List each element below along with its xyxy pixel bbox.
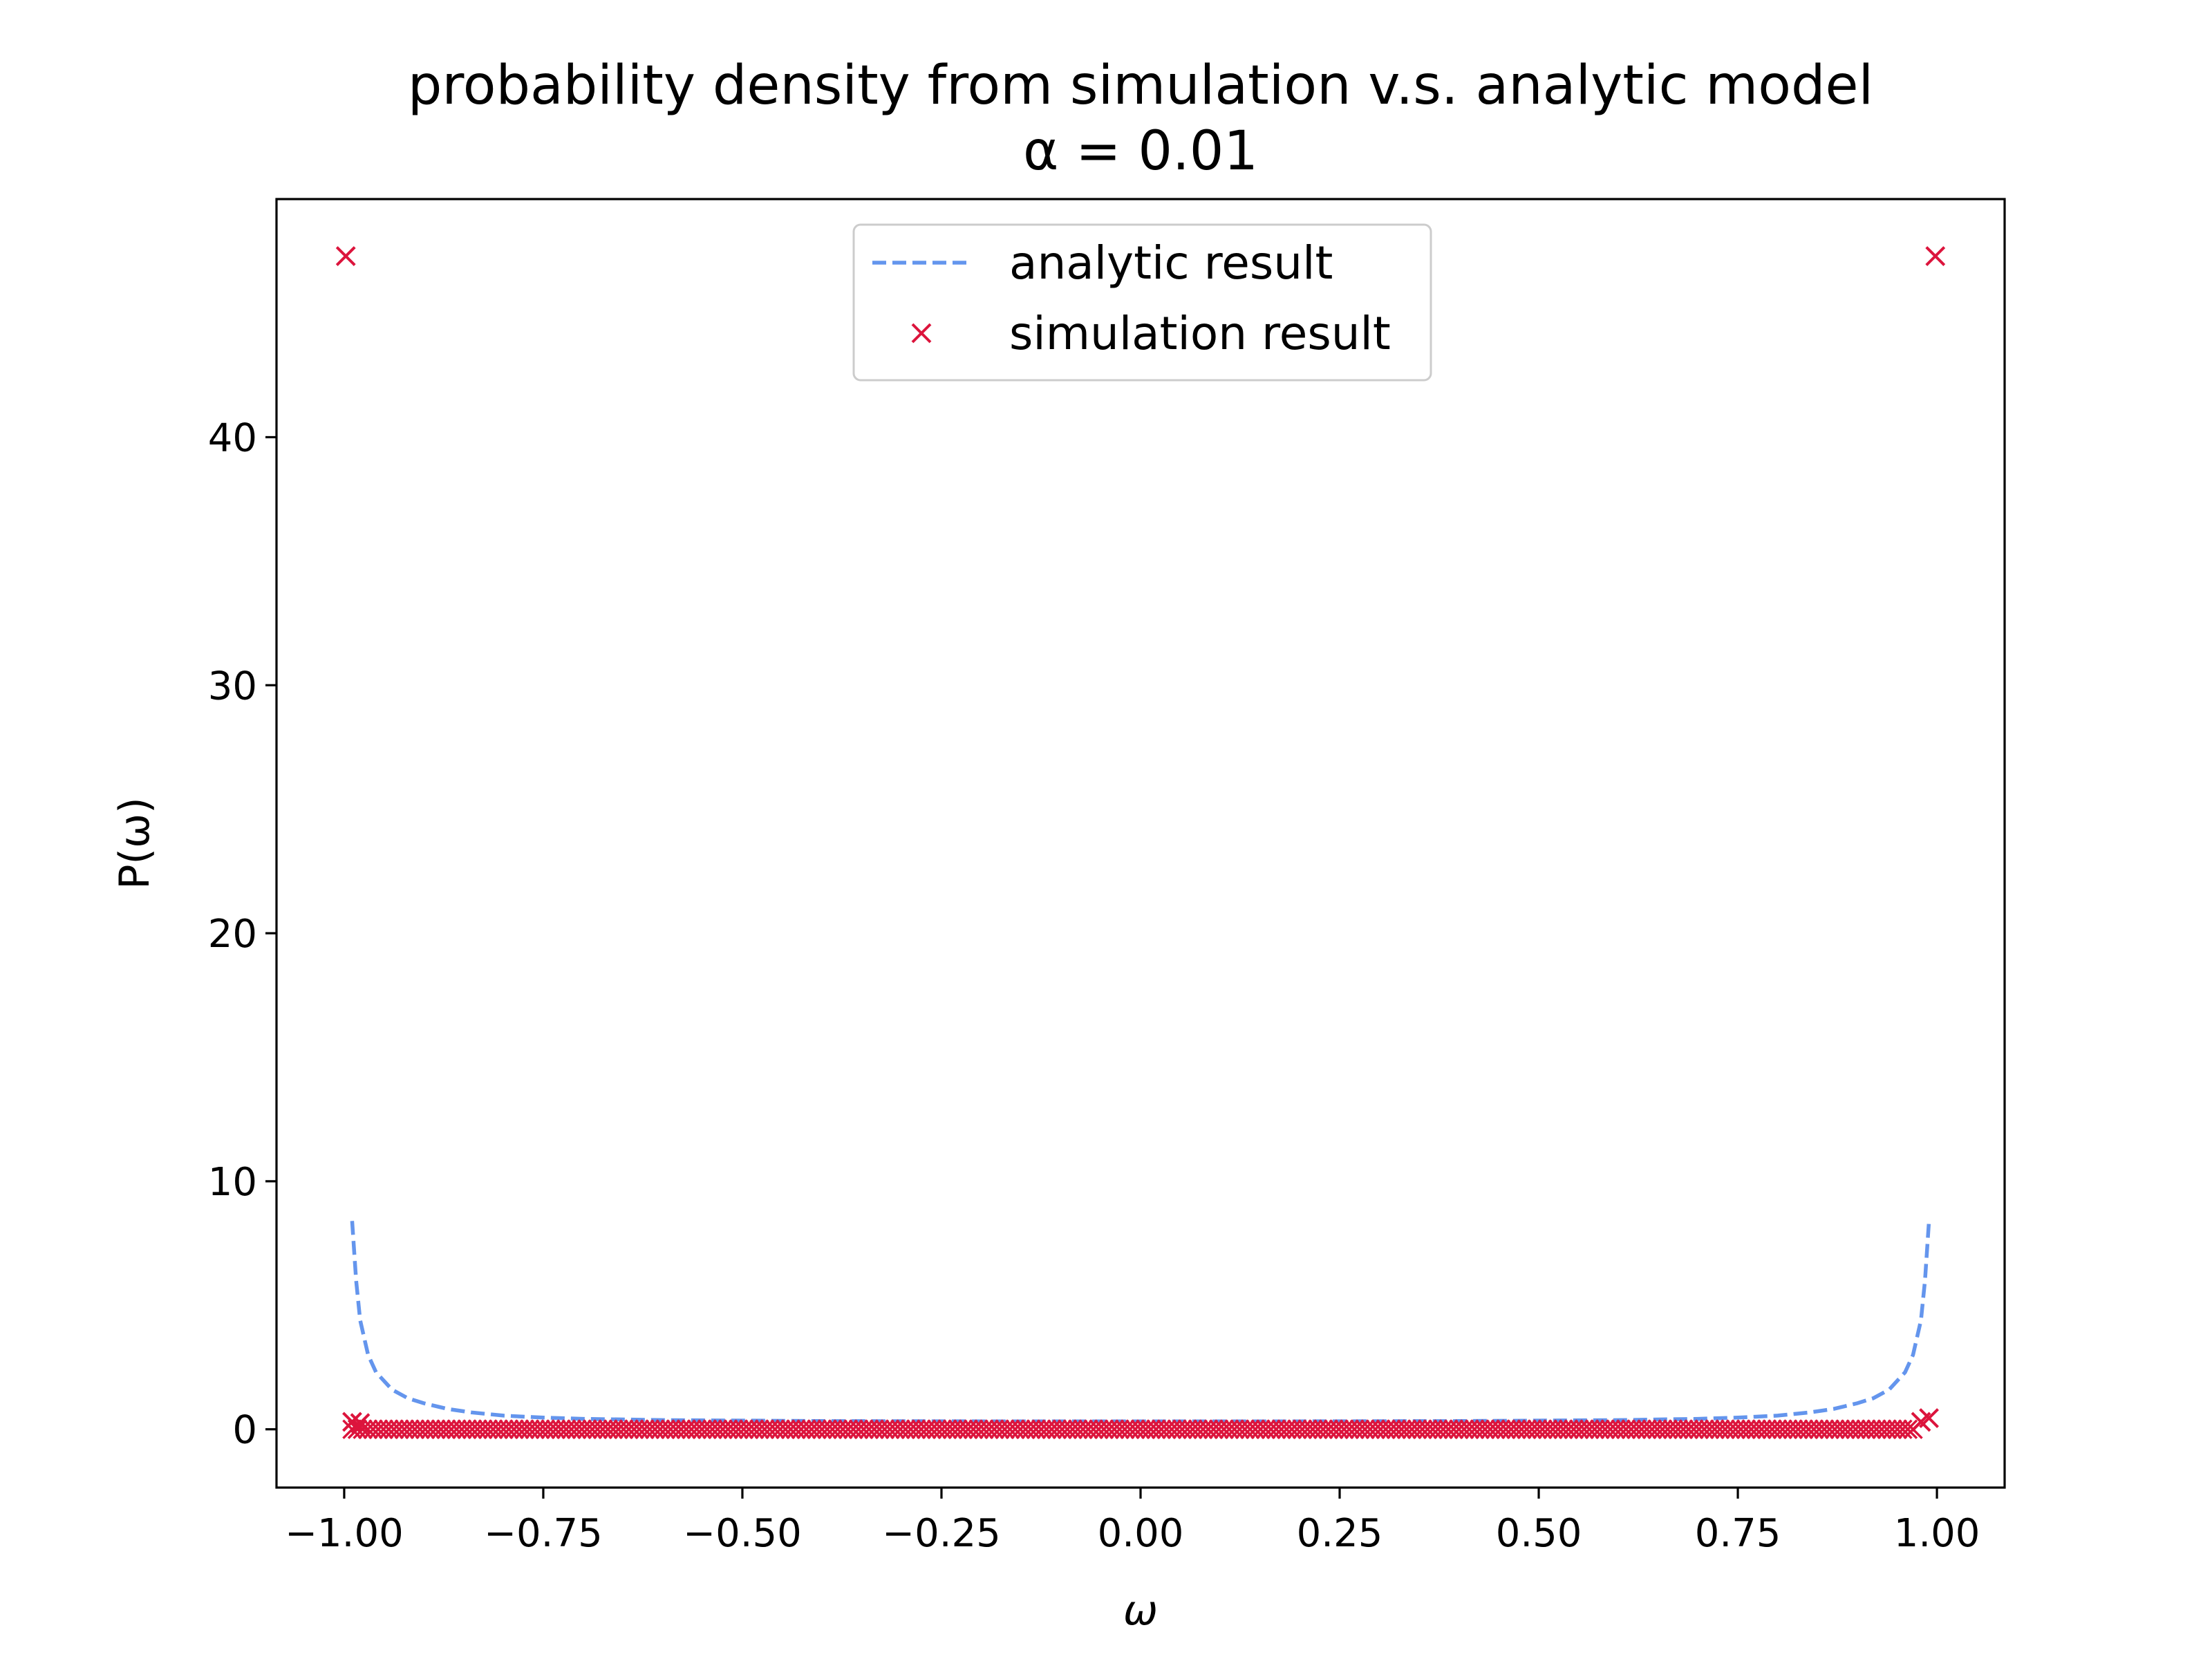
analytic-result-line — [350, 1221, 1931, 1424]
simulation-point — [350, 1413, 371, 1434]
ticks-layer: −1.00 −0.75 −0.50 −0.25 0.00 0.25 0.50 0.75 1.00… — [208, 415, 1980, 1556]
y-tick-label: 30 — [208, 664, 257, 709]
plot-content — [335, 246, 1946, 1439]
x-tick-label: 1.00 — [1894, 1511, 1980, 1556]
legend-simulation-label: simulation result — [1009, 307, 1391, 360]
simulation-point — [342, 1412, 362, 1432]
legend-simulation-marker — [911, 323, 932, 344]
x-tick-label: −0.25 — [882, 1511, 1001, 1556]
chart-title-line1: probability density from simulation v.s.… — [408, 55, 1873, 117]
legend-box — [852, 223, 1432, 382]
plot-area-frame — [275, 198, 2006, 1489]
legend-analytic-label: analytic result — [1009, 236, 1333, 290]
x-axis-label: ω — [1123, 1586, 1158, 1635]
x-tick-label: −0.75 — [484, 1511, 603, 1556]
y-tick-label: 40 — [208, 415, 257, 460]
simulation-outlier-point — [1925, 246, 1946, 266]
legend: analytic result simulation result — [852, 223, 1432, 382]
x-tick-label: 0.25 — [1297, 1511, 1383, 1556]
legend-simulation-swatch — [911, 323, 932, 344]
y-axis-label: P(ω) — [111, 797, 159, 889]
simulation-outlier-point — [335, 246, 356, 266]
x-tick-label: 0.75 — [1695, 1511, 1781, 1556]
chart-title-line2: α = 0.01 — [1023, 120, 1258, 182]
x-tick-label: 0.00 — [1098, 1511, 1184, 1556]
y-tick-label: 20 — [208, 912, 257, 957]
simulation-point — [1897, 1419, 1918, 1439]
simulation-point — [1919, 1408, 1939, 1428]
y-tick-label: 0 — [232, 1408, 257, 1453]
x-tick-label: −0.50 — [683, 1511, 802, 1556]
x-tick-label: 0.50 — [1496, 1511, 1582, 1556]
y-tick-label: 10 — [208, 1160, 257, 1205]
x-tick-label: −1.00 — [285, 1511, 404, 1556]
